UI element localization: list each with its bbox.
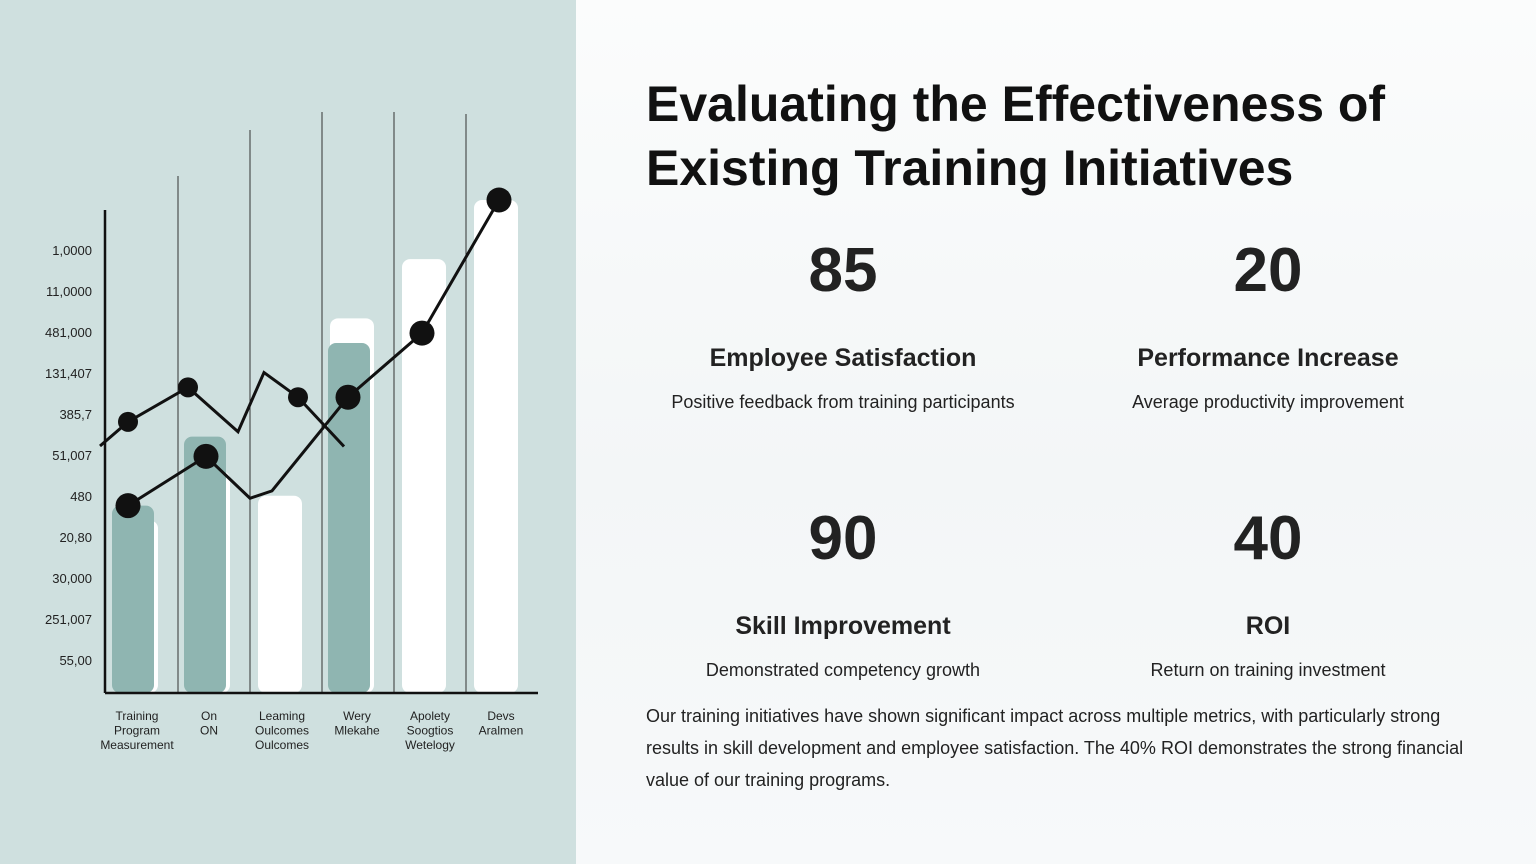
- chart-point: [288, 387, 308, 408]
- chart-bar-white: [474, 200, 518, 693]
- chart-y-tick-label: 131,407: [45, 366, 92, 381]
- chart-x-tick-label: ON: [200, 724, 218, 738]
- chart-x-tick-label: Measurement: [100, 738, 174, 752]
- chart-x-tick-label: Wery: [343, 709, 371, 723]
- chart-point: [335, 384, 361, 410]
- stat-label: Employee Satisfaction: [709, 344, 977, 372]
- chart-point: [193, 443, 219, 469]
- chart-y-tick-label: 251,007: [45, 612, 92, 627]
- chart-bar-white: [258, 495, 302, 693]
- chart-y-tick-label: 30,000: [52, 571, 92, 586]
- chart-y-tick-label: 481,000: [45, 325, 92, 340]
- chart-point: [118, 411, 138, 432]
- chart-x-tick-label: Devs: [487, 709, 514, 723]
- chart-point: [409, 320, 435, 346]
- stat-description: Positive feedback from training particip…: [671, 392, 1015, 412]
- chart-y-tick-label: 480: [70, 489, 92, 504]
- chart-bar-teal: [328, 342, 370, 693]
- chart-x-tick-label: Oulcomes: [255, 724, 309, 738]
- stat-value: 90: [808, 504, 878, 573]
- chart-x-tick-label: Soogtios: [407, 724, 454, 738]
- training-chart: 1,0000 11,0000 481,000 131,407 385,7 51,007 48…: [45, 112, 538, 752]
- stat-performance-increase: 20 Performance Increase Average producti…: [1058, 236, 1478, 413]
- chart-x-tick-label: Mlekahe: [334, 724, 380, 738]
- chart-x-tick-label: Apolety: [410, 709, 450, 723]
- stat-label: ROI: [1245, 612, 1291, 640]
- chart-y-tick-label: 385,7: [59, 407, 92, 422]
- stat-value: 40: [1233, 504, 1303, 573]
- chart-point: [486, 187, 512, 213]
- chart-bar-white: [402, 259, 446, 693]
- summary-paragraph: Our training initiatives have shown sign…: [646, 706, 1464, 790]
- chart-point: [178, 377, 198, 398]
- chart-x-tick-label: Oulcomes: [255, 738, 309, 752]
- stat-skill-improvement: 90 Skill Improvement Demonstrated compet…: [633, 504, 1053, 681]
- content-panel: Evaluating the Effectiveness of Existing…: [576, 0, 1536, 864]
- chart-bar-teal: [112, 505, 154, 693]
- chart-x-tick-label: Wetelogy: [405, 738, 455, 752]
- chart-panel: 1,0000 11,0000 481,000 131,407 385,7 51,007 48…: [0, 0, 576, 864]
- chart-x-tick-label: Leaming: [259, 709, 305, 723]
- stat-value: 20: [1233, 236, 1303, 305]
- chart-line-upper: [99, 370, 346, 448]
- stat-label: Performance Increase: [1137, 344, 1399, 372]
- stat-employee-satisfaction: 85 Employee Satisfaction Positive feedba…: [633, 236, 1053, 413]
- stat-description: Demonstrated competency growth: [705, 660, 981, 680]
- chart-y-tick-label: 20,80: [59, 530, 92, 545]
- stat-roi: 40 ROI Return on training investment: [1058, 504, 1478, 681]
- stat-description: Return on training investment: [1150, 660, 1386, 680]
- chart-x-tick-label: Program: [114, 724, 160, 738]
- slide-title: Evaluating the Effectiveness of Existing…: [646, 76, 1386, 196]
- chart-y-tick-label: 1,0000: [52, 243, 92, 258]
- chart-y-tick-label: 55,00: [59, 653, 92, 668]
- chart-x-tick-label: Training: [116, 709, 159, 723]
- chart-y-tick-label: 11,0000: [46, 284, 92, 299]
- stat-value: 85: [808, 236, 878, 305]
- chart-x-tick-label: Aralmen: [479, 724, 524, 738]
- chart-x-tick-label: On: [201, 709, 217, 723]
- stat-description: Average productivity improvement: [1132, 392, 1404, 412]
- chart-bar-teal: [184, 436, 226, 693]
- chart-point: [115, 493, 141, 519]
- stat-label: Skill Improvement: [735, 612, 951, 640]
- chart-y-tick-label: 51,007: [52, 448, 92, 463]
